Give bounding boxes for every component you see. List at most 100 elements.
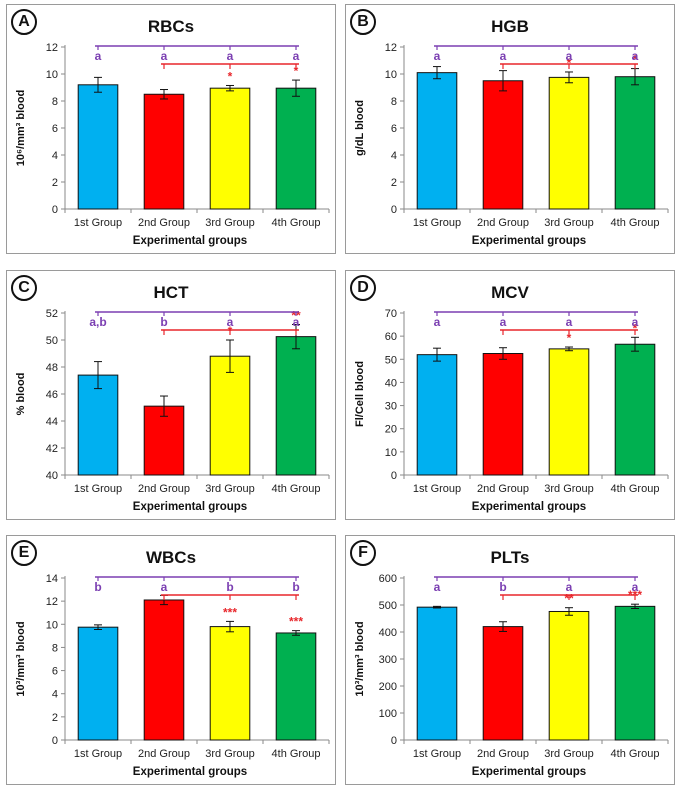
category-label: 1st Group: [74, 748, 122, 760]
significance-stars: *: [228, 69, 233, 83]
y-tick-label: 600: [379, 573, 397, 585]
bar-1: [77, 374, 119, 476]
x-axis-label: Experimental groups: [132, 235, 248, 247]
chart-title: HCT: [153, 283, 189, 302]
chart-panel-d: D MCV Fl/Cell blood Experimental groups 0 10 2…: [345, 270, 675, 520]
group-letter: b: [226, 580, 233, 594]
group-letter: b: [292, 580, 299, 594]
y-tick-label: 4: [52, 689, 58, 701]
chart-panel-e: E WBCs 10³/mm³ blood Experimental groups 0 2 4…: [6, 535, 336, 785]
category-label: 1st Group: [74, 483, 122, 495]
x-axis-label: Experimental groups: [471, 235, 587, 247]
panel-label: F: [350, 540, 376, 566]
y-tick-label: 46: [46, 389, 58, 401]
bar-4: [275, 336, 317, 476]
bar-2: [143, 405, 185, 476]
group-letter: a: [632, 49, 639, 63]
group-letter: a: [293, 315, 300, 329]
chart-panel-f: F PLTs 10³/mm³ blood Experimental groups 0 10…: [345, 535, 675, 785]
group-letter: b: [499, 580, 506, 594]
y-tick-label: 400: [379, 627, 397, 639]
category-label: 2nd Group: [138, 748, 190, 760]
category-label: 4th Group: [611, 483, 660, 495]
y-tick-label: 20: [385, 424, 397, 436]
bar-4: [614, 343, 656, 476]
y-tick-label: 50: [46, 335, 58, 347]
chart-title: PLTs: [490, 548, 530, 567]
significance-stars: *: [294, 64, 299, 78]
y-tick-label: 8: [391, 96, 397, 108]
group-letter: a: [95, 49, 102, 63]
group-letter: a: [434, 315, 441, 329]
y-tick-label: 60: [385, 331, 397, 343]
y-tick-label: 0: [391, 735, 397, 747]
significance-stars: ***: [289, 615, 303, 629]
chart-svg: 0 2 4 6 8 10 12 1st Group 2nd Group 3rd Group * 4th…: [46, 42, 330, 229]
category-label: 4th Group: [611, 748, 660, 760]
y-tick-label: 44: [46, 416, 58, 428]
group-letter: b: [160, 315, 167, 329]
bar-1: [416, 72, 458, 210]
x-axis-label: Experimental groups: [132, 766, 248, 778]
group-letter: a: [566, 49, 573, 63]
y-tick-label: 8: [52, 642, 58, 654]
chart-title: WBCs: [145, 548, 197, 567]
y-tick-label: 200: [379, 681, 397, 693]
category-label: 2nd Group: [138, 217, 190, 229]
bar-2: [482, 353, 524, 476]
group-letter: a: [632, 580, 639, 594]
y-tick-label: 6: [52, 666, 58, 678]
category-label: 2nd Group: [477, 748, 529, 760]
panel-label: A: [11, 9, 37, 35]
bar-4: [275, 87, 317, 210]
y-tick-label: 48: [46, 362, 58, 374]
group-letter: a: [566, 315, 573, 329]
group-letter: a: [500, 49, 507, 63]
chart-title: HGB: [491, 17, 529, 36]
bar-2: [143, 93, 185, 210]
y-tick-label: 50: [385, 354, 397, 366]
y-tick-label: 40: [46, 470, 58, 482]
group-letter: a: [227, 49, 234, 63]
bar-1: [77, 626, 119, 741]
significance-stars: *: [567, 331, 572, 345]
category-label: 2nd Group: [138, 483, 190, 495]
bar-3: [209, 87, 251, 210]
category-label: 3rd Group: [205, 483, 255, 495]
y-tick-label: 0: [391, 470, 397, 482]
bar-1: [77, 84, 119, 210]
bar-2: [482, 80, 524, 210]
chart-panel-b: B HGB g/dL blood Experimental groups 0 2 4 6 8 10…: [345, 4, 675, 254]
y-tick-label: 0: [52, 735, 58, 747]
y-tick-label: 4: [391, 150, 397, 162]
y-tick-label: 0: [391, 204, 397, 216]
panel-label: B: [350, 9, 376, 35]
y-tick-label: 8: [52, 96, 58, 108]
group-letter: a: [566, 580, 573, 594]
group-letter: a: [161, 580, 168, 594]
category-label: 3rd Group: [205, 748, 255, 760]
x-axis-label: Experimental groups: [471, 766, 587, 778]
y-tick-label: 40: [385, 377, 397, 389]
group-letter: a,b: [89, 315, 106, 329]
chart-title: RBCs: [147, 17, 195, 36]
group-letter: a: [227, 315, 234, 329]
bar-2: [482, 626, 524, 741]
chart-svg: 40 42 44 46 48 50 52 1st Group 2nd Group 3rd Grou…: [46, 308, 330, 495]
y-tick-label: 10: [385, 69, 397, 81]
significance-stars: ***: [223, 605, 237, 619]
category-label: 3rd Group: [205, 217, 255, 229]
category-label: 1st Group: [74, 217, 122, 229]
category-label: 4th Group: [272, 483, 321, 495]
category-label: 1st Group: [413, 217, 461, 229]
significance-stars: *: [567, 56, 572, 70]
y-tick-label: 500: [379, 600, 397, 612]
chart-svg: 0 2 4 6 8 10 12 1st Group 2nd Group 3rd Group * 4th…: [385, 42, 669, 229]
y-tick-label: 30: [385, 401, 397, 413]
bar-3: [548, 610, 590, 741]
y-tick-label: 14: [46, 573, 58, 585]
y-tick-label: 4: [52, 150, 58, 162]
y-tick-label: 10: [385, 447, 397, 459]
y-tick-label: 0: [52, 204, 58, 216]
y-tick-label: 2: [52, 177, 58, 189]
